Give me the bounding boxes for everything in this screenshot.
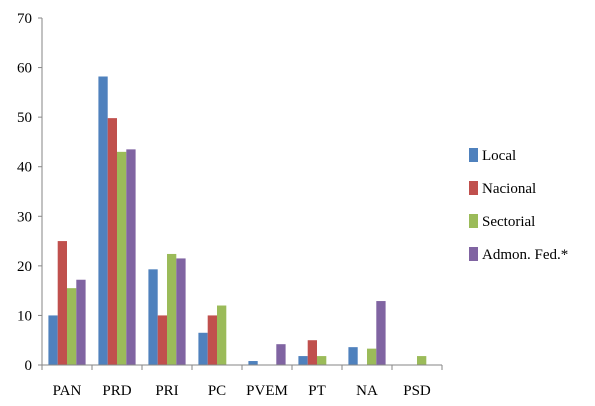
bar-sectorial-psd bbox=[417, 356, 427, 365]
bar-admon-fed-na bbox=[376, 301, 386, 365]
legend-label: Sectorial bbox=[482, 214, 535, 230]
y-tick-label: 20 bbox=[17, 259, 32, 275]
legend-label: Nacional bbox=[482, 181, 536, 197]
x-tick-label: PSD bbox=[403, 383, 431, 399]
y-axis: 0 10 20 30 40 50 60 70 bbox=[17, 11, 43, 374]
bar-local-pvem bbox=[248, 361, 258, 365]
bars bbox=[48, 76, 427, 366]
legend-swatch bbox=[469, 247, 478, 261]
bar-sectorial-prd bbox=[117, 151, 127, 365]
bar-local-pri bbox=[148, 269, 158, 365]
bar-sectorial-pri bbox=[167, 253, 177, 365]
y-tick-label: 30 bbox=[17, 209, 32, 225]
bar-nacional-pri bbox=[157, 315, 167, 365]
legend-swatch bbox=[469, 214, 478, 228]
x-tick-label: PVEM bbox=[246, 383, 288, 399]
bar-local-pc bbox=[198, 332, 208, 365]
x-axis: PAN PRD PRI PC PVEM PT NA PSD bbox=[41, 364, 443, 399]
legend: Local Nacional Sectorial Admon. Fed.* bbox=[469, 148, 568, 263]
bar-nacional-pt bbox=[307, 340, 317, 365]
legend-swatch bbox=[469, 148, 478, 162]
bar-sectorial-pc bbox=[217, 305, 227, 365]
y-tick-label: 10 bbox=[17, 308, 32, 324]
bar-admon-fed-pan bbox=[76, 279, 86, 365]
bar-nacional-pan bbox=[57, 241, 67, 365]
x-tick-label: PRI bbox=[155, 383, 178, 399]
bar-nacional-pc bbox=[207, 315, 217, 365]
y-tick-label: 60 bbox=[17, 61, 32, 77]
x-tick-label: PT bbox=[308, 383, 326, 399]
y-tick-label: 0 bbox=[25, 358, 33, 374]
bar-sectorial-pt bbox=[317, 356, 327, 365]
bar-admon-fed-prd bbox=[126, 149, 136, 365]
x-tick-label: PAN bbox=[53, 383, 82, 399]
bar-local-prd bbox=[98, 76, 108, 365]
bar-nacional-prd bbox=[107, 118, 117, 366]
bar-local-na bbox=[348, 347, 358, 365]
legend-swatch bbox=[469, 181, 478, 195]
y-tick-label: 50 bbox=[17, 110, 32, 126]
bar-admon-fed-pvem bbox=[276, 344, 286, 365]
bar-admon-fed-pri bbox=[176, 258, 186, 365]
legend-label: Admon. Fed.* bbox=[482, 247, 568, 263]
bar-sectorial-na bbox=[367, 348, 377, 365]
bar-sectorial-pan bbox=[67, 288, 77, 365]
x-tick-label: PRD bbox=[102, 383, 131, 399]
y-tick-label: 70 bbox=[17, 11, 32, 27]
bar-local-pt bbox=[298, 356, 308, 365]
x-tick-label: NA bbox=[356, 383, 378, 399]
bar-local-pan bbox=[48, 315, 58, 365]
y-tick-label: 40 bbox=[17, 160, 32, 176]
x-tick-label: PC bbox=[208, 383, 226, 399]
legend-label: Local bbox=[482, 148, 516, 164]
